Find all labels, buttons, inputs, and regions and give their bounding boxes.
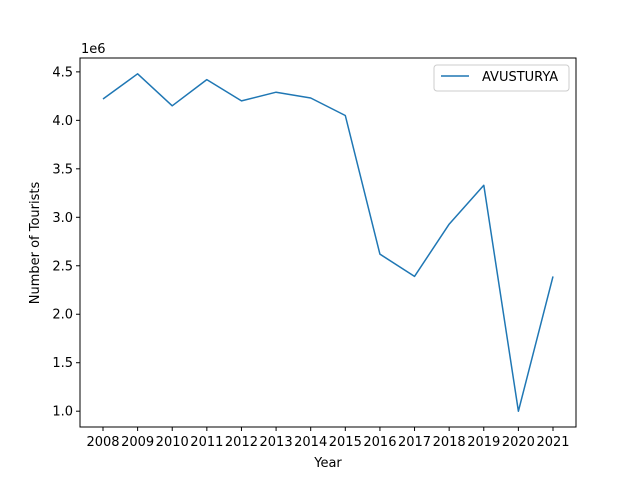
y-tick-label: 3.5 — [52, 162, 73, 177]
plot-area — [80, 58, 576, 427]
series-line-avusturya — [102, 73, 554, 412]
y-tick-label: 1.5 — [52, 356, 73, 371]
x-tick-label: 2018 — [433, 435, 466, 450]
x-tick-label: 2015 — [329, 435, 362, 450]
x-tick-label: 2016 — [363, 435, 396, 450]
x-tick-label: 2014 — [294, 435, 327, 450]
y-axis-ticks: 1.0 1.5 2.0 2.5 3.0 3.5 4.0 4.5 — [52, 65, 80, 420]
x-tick-label: 2019 — [467, 435, 500, 450]
y-axis-label: Number of Tourists — [28, 182, 43, 305]
legend-box — [433, 64, 570, 92]
y-tick-label: 3.0 — [52, 211, 73, 226]
x-tick-label: 2012 — [225, 435, 258, 450]
x-axis-ticks: 2008 2009 2010 2011 2012 2013 2014 2015 2016 2017… — [86, 427, 570, 450]
series-layer — [102, 73, 554, 412]
x-tick-label: 2009 — [121, 435, 154, 450]
plot-frame — [79, 57, 577, 428]
x-tick-label: 2020 — [502, 435, 535, 450]
y-tick-label: 1.0 — [52, 405, 73, 420]
legend: AVUSTURYA — [433, 64, 570, 92]
x-tick-label: 2013 — [260, 435, 293, 450]
y-tick-label: 4.0 — [52, 114, 73, 129]
x-tick-label: 2011 — [190, 435, 223, 450]
x-axis-label: Year — [313, 456, 342, 471]
x-tick-label: 2021 — [536, 435, 569, 450]
legend-label-avusturya: AVUSTURYA — [482, 70, 558, 85]
y-offset-label: 1e6 — [81, 42, 106, 57]
x-tick-label: 2010 — [156, 435, 189, 450]
y-tick-label: 4.5 — [52, 65, 73, 80]
y-tick-label: 2.5 — [52, 259, 73, 274]
y-tick-label: 2.0 — [52, 308, 73, 323]
x-tick-label: 2008 — [86, 435, 119, 450]
x-tick-label: 2017 — [398, 435, 431, 450]
